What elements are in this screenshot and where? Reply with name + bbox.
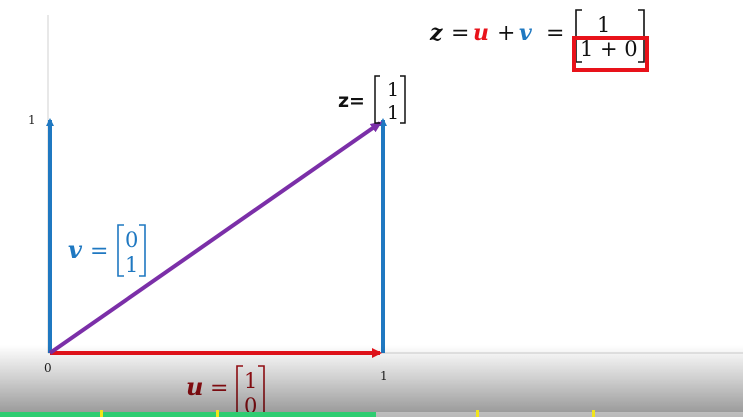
svg-text:0: 0	[125, 228, 138, 252]
chapter-marker	[476, 410, 479, 417]
svg-text:0: 0	[244, 394, 257, 417]
svg-text:z=: z=	[338, 90, 365, 112]
svg-text:=: =	[210, 376, 228, 401]
video-progress-bar[interactable]	[0, 412, 743, 417]
video-progress-fill	[0, 412, 376, 417]
svg-text:=: =	[451, 21, 469, 46]
svg-text:z: z	[429, 20, 443, 46]
chapter-marker	[592, 410, 595, 417]
equation-bottom-entry: 1 + 0	[580, 37, 638, 61]
highlight-box	[572, 36, 649, 72]
equation-top-entry: 1	[597, 13, 610, 37]
svg-text:1: 1	[244, 369, 257, 393]
u-vector-label: u = 1 0	[186, 365, 265, 417]
axis-label-y-one: 1	[28, 113, 36, 127]
svg-text:=: =	[546, 21, 564, 46]
axis-label-x-one: 1	[380, 369, 388, 383]
chapter-marker	[100, 410, 103, 417]
svg-text:u: u	[186, 372, 203, 401]
v-vector-label: v = 0 1	[68, 224, 146, 277]
svg-text:v: v	[519, 20, 532, 46]
z-point-label: z= 1 1	[338, 75, 406, 124]
sum-equation: z = u + v = 1 1 + 0	[429, 9, 649, 72]
svg-text:u: u	[473, 20, 489, 46]
vector-z-arrow	[48, 121, 383, 355]
svg-text:1: 1	[125, 253, 138, 277]
svg-text:v: v	[68, 235, 83, 264]
axis-label-origin: 0	[44, 361, 52, 375]
svg-text:1: 1	[387, 102, 399, 124]
svg-text:1: 1	[387, 79, 399, 101]
svg-text:=: =	[90, 239, 108, 264]
svg-text:+: +	[497, 21, 515, 46]
chapter-marker	[216, 410, 219, 417]
